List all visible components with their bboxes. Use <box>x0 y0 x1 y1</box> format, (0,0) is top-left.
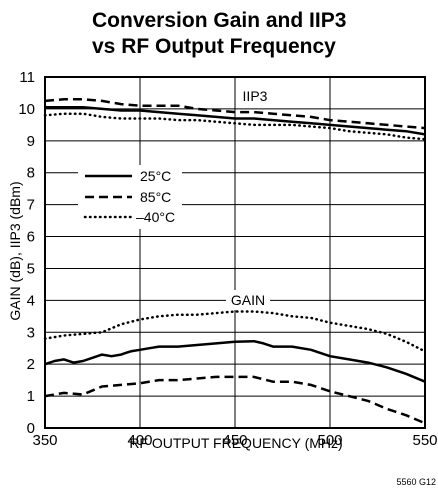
y-tick-label-11: 11 <box>19 69 35 86</box>
chart-title-line-2: vs RF Output Frequency <box>92 35 336 58</box>
annotation-gain: GAIN <box>231 292 265 308</box>
x-tick-label-1: 400 <box>127 432 152 449</box>
series-gain-25c-line <box>44 339 426 383</box>
y-tick-label-10: 10 <box>18 101 35 118</box>
plot-frame <box>44 76 426 429</box>
series-gain-85c-line <box>44 375 426 425</box>
figure-id: 5560 G12 <box>396 477 436 487</box>
iip3-label-background <box>238 86 272 106</box>
x-tick-label-0: 350 <box>32 432 57 449</box>
y-tick-label-9: 9 <box>27 133 35 150</box>
y-axis-label: GAIN (dB), IIP3 (dBm) <box>7 181 23 320</box>
y-tick-label-5: 5 <box>27 260 35 277</box>
x-tick-label-4: 550 <box>412 432 437 449</box>
x-tick-labels: 350 400 450 500 550 <box>32 432 437 449</box>
series-group <box>43 98 427 425</box>
x-tick-label-3: 500 <box>317 432 342 449</box>
y-tick-label-2: 2 <box>27 356 35 373</box>
legend-label-minus40c: –40°C <box>136 209 175 225</box>
y-tick-label-1: 1 <box>27 388 35 405</box>
x-tick-label-2: 450 <box>222 432 247 449</box>
legend-label-85c: 85°C <box>140 189 171 205</box>
y-tick-label-4: 4 <box>27 292 35 309</box>
y-tick-label-3: 3 <box>27 324 35 341</box>
series-iip3-85c-line <box>44 98 426 130</box>
y-tick-label-7: 7 <box>27 197 35 214</box>
x-axis-label: RF OUTPUT FREQUENCY (MHz) <box>129 435 342 451</box>
y-tick-labels: 0 1 2 3 4 5 6 7 8 9 10 11 <box>18 69 35 437</box>
annotation-iip3: IIP3 <box>243 88 268 104</box>
legend-label-25c: 25°C <box>140 168 171 184</box>
grid <box>44 76 426 429</box>
series-iip3-25c-line <box>45 106 426 136</box>
y-tick-label-6: 6 <box>27 229 35 246</box>
y-tick-label-0: 0 <box>27 420 35 437</box>
y-tick-label-8: 8 <box>27 165 35 182</box>
series-iip3-minus40c-line <box>43 112 427 141</box>
series-gain-minus40c-line <box>43 310 427 353</box>
gain-label-background <box>226 290 270 310</box>
chart-title-line-1: Conversion Gain and IIP3 <box>92 9 346 32</box>
